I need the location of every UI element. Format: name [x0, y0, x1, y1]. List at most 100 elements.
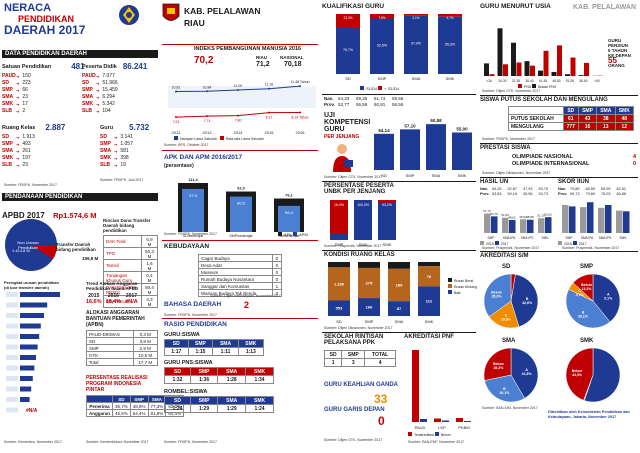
list-item: SMA ➜ 23	[2, 94, 158, 101]
x-tick-label: SMP/sederajat	[230, 234, 253, 238]
rasio-guru-table: SD SMP SMA SMK 1:17 1:15 1:11 1:13	[164, 339, 265, 356]
table-cell: GTK	[86, 351, 134, 359]
divider	[480, 95, 638, 96]
table-header-cell: SMP	[341, 350, 366, 359]
data-label: 60,58	[430, 118, 442, 123]
series-point	[206, 115, 208, 118]
ukg-heading: UJI KOMPETENSI GURU	[324, 112, 370, 133]
data-label: 57,73	[483, 209, 491, 213]
data-label: 51,83	[501, 213, 509, 217]
keahlian-value: 33	[374, 392, 388, 406]
table-cell: SMP	[86, 344, 134, 352]
table-row: Rumah Budaya Nusantara 0	[198, 275, 283, 283]
table-row: Sanggar dan Komunitas 1	[198, 282, 283, 290]
list-item: PAUD ➜ 7.077	[82, 73, 158, 80]
table-cell: 0	[271, 275, 283, 283]
bahasa-value: 2	[244, 300, 250, 310]
table-cell: Anggaran	[85, 409, 114, 417]
table-row: SD SMP TOTAL	[323, 350, 396, 359]
pendanaan-heading: PENDANAAN PENDIDIKAN	[2, 193, 158, 201]
data-label: 7,5%	[378, 16, 385, 20]
list-item: SMP ➜ 15.459	[82, 87, 158, 94]
trend-value: 18,4%	[105, 299, 122, 305]
data-label: 7,61	[173, 120, 180, 124]
divider	[162, 44, 318, 45]
row-value: 54,33	[338, 96, 350, 101]
arrow-icon: ➜	[96, 109, 100, 114]
table-header-cell: SD	[164, 396, 191, 405]
list-item-tag: SD	[100, 134, 107, 140]
slice-label: 30,1%	[499, 391, 510, 395]
slice-label: Belum	[491, 291, 502, 295]
bar-rusak-berat	[418, 262, 440, 267]
pensiun-line: 5 TAHUN	[608, 48, 628, 53]
iiun-legend: 2016 2017	[558, 241, 587, 246]
list-item: SLB ➜ 2	[2, 108, 158, 115]
legend-label: APK	[284, 232, 293, 237]
kebudayaan-heading: KEBUDAYAAN	[164, 243, 210, 250]
x-tick-label: SMA	[395, 319, 404, 324]
bar-less-s1	[404, 14, 428, 16]
pie-title-smp: SMP	[580, 264, 594, 270]
data-label: 97,9	[189, 193, 198, 198]
slice-label: Belum	[572, 369, 583, 373]
row-value: 60,81	[374, 102, 386, 107]
divider	[480, 251, 638, 252]
data-label: 10,81	[172, 86, 181, 90]
table-cell: Penerima	[85, 402, 114, 410]
arrow-icon: ➜	[16, 135, 20, 140]
list-item-value: 493	[22, 141, 31, 147]
arrow-icon: ➜	[114, 163, 118, 168]
bar-2016	[484, 213, 491, 233]
un-nas-prov: Nas. 54,25 52,87 47,93 53,75 Prov. 53,83 50,16 4…	[480, 187, 554, 197]
row-value: 53,83	[492, 192, 502, 196]
rasio-heading: RASIO PENDIDIKAN	[164, 321, 227, 328]
table-cell: MENGULANG	[508, 122, 564, 131]
ipm-nasional-val: 70,18	[284, 61, 302, 68]
bar-baik	[388, 301, 410, 316]
table-row: Desa Adat 0	[198, 261, 283, 269]
legend-label: 2016	[486, 242, 494, 246]
kondisi-heading: KONDISI RUANG KELAS	[324, 252, 395, 258]
list-item-value: 4	[632, 154, 636, 160]
source-note: Sumber: PDSPK, November 2017	[164, 313, 217, 317]
arrow-icon: ➜	[16, 102, 20, 107]
putus-table: SD SMP SMA SMK PUTUS SEKOLAH 61 43 38 48 MENGULAN…	[508, 106, 635, 131]
pie-slice-b	[565, 289, 611, 329]
list-item-tag: SMA	[82, 94, 94, 100]
x-tick-label: 2015	[265, 130, 275, 135]
slice-label: C	[505, 313, 508, 317]
list-item: SMK ➜ 17	[2, 101, 158, 108]
legend-label: S1/D4	[366, 86, 378, 91]
x-tick-label: SM/sederajat	[279, 234, 300, 238]
table-header-cell: SMK	[245, 396, 274, 405]
bar-2017	[569, 206, 576, 233]
region-name: KAB. PELALAWAN	[184, 6, 261, 16]
data-label: 112	[426, 299, 433, 304]
data-label: 16,0%	[334, 203, 344, 207]
table-row: BOP PAUD 4,3 M	[102, 295, 158, 308]
trend-item: 2017 #N/A	[125, 293, 138, 305]
table-header-cell: SMK	[237, 339, 265, 348]
row-value: 52,87	[507, 187, 518, 191]
table-header-cell: SMP	[189, 396, 219, 405]
peringkat-chart: #N/A	[6, 292, 60, 414]
series-point	[237, 114, 239, 117]
data-label: 97,9%	[411, 42, 421, 46]
guru-list: SD ➜ 3.141 SMP ➜ 1.057 SMA ➜ 581 SMK ➜ 398 SLB ➜ 19	[100, 134, 158, 169]
arrow-icon: ➜	[114, 135, 118, 140]
slice-label: 28,3%	[493, 366, 504, 370]
table-cell: BOP PAUD	[102, 295, 143, 308]
bar-belum	[434, 418, 441, 422]
rincian-table: DAK Fisik 6,9 M TPG 60,3 M Tamsil 1,6 M Tunjan…	[102, 235, 158, 308]
ruang-total: 2.887	[45, 123, 66, 132]
row-value: 65,95	[601, 187, 611, 191]
chart-category	[6, 302, 18, 308]
x-tick-label: SMA	[432, 173, 441, 178]
legend-label: PNS	[524, 85, 532, 89]
list-item-tag: SMA	[100, 148, 112, 154]
list-item-tag: SMA	[2, 94, 14, 100]
publisher-note: Diterbitkan oleh Kementerian Pendidikan …	[548, 410, 630, 419]
bar-belum	[412, 350, 419, 422]
